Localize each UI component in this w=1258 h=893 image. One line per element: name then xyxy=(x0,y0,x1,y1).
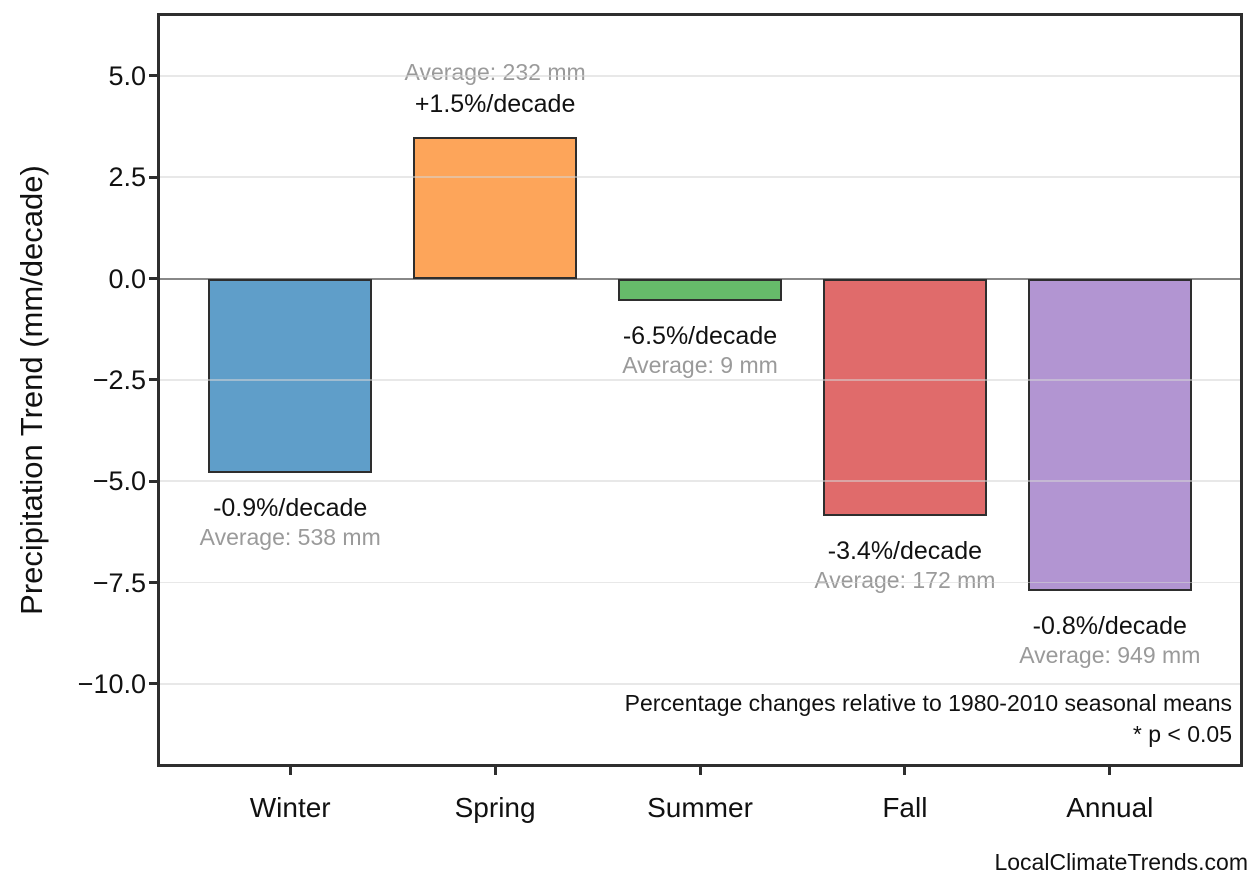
bar-avg-label-annual: Average: 949 mm xyxy=(1019,641,1201,668)
bar-avg-label-spring: Average: 232 mm xyxy=(404,58,586,85)
x-tick-label-spring: Spring xyxy=(454,792,536,823)
plot-area: -0.9%/decade Average: 538 mm +1.5%/decade A… xyxy=(78,13,1243,823)
bar-fall xyxy=(822,278,987,516)
y-tick-label: −5.0 xyxy=(92,466,146,497)
chart-annotation: Percentage changes relative to 1980-2010… xyxy=(625,688,1232,750)
x-tick-mark xyxy=(903,767,907,775)
y-tick-mark xyxy=(149,175,157,179)
bar-avg-label-winter: Average: 538 mm xyxy=(199,524,381,551)
x-tick-mark xyxy=(493,767,497,775)
gridline xyxy=(157,683,1243,685)
bar-pct-label-annual: -0.8%/decade xyxy=(1032,611,1187,640)
x-tick-label-winter: Winter xyxy=(249,792,331,823)
y-tick-label: −10.0 xyxy=(77,668,146,699)
x-tick-mark xyxy=(1108,767,1112,775)
bar-pct-label-winter: -0.9%/decade xyxy=(213,494,368,523)
x-tick-label-annual: Annual xyxy=(1066,792,1154,823)
bar-winter xyxy=(208,278,373,474)
gridline xyxy=(157,176,1243,178)
annotation-line-1: Percentage changes relative to 1980-2010… xyxy=(624,690,1232,716)
y-tick-label: 5.0 xyxy=(108,60,146,91)
gridline xyxy=(157,581,1243,584)
y-tick-label: −7.5 xyxy=(92,567,146,598)
bar-pct-label-fall: -3.4%/decade xyxy=(827,536,983,565)
y-tick-mark xyxy=(149,581,157,585)
y-tick-label: −2.5 xyxy=(92,364,146,395)
bar-pct-label-summer: -6.5%/decade xyxy=(622,321,778,350)
annotation-line-2: * p < 0.05 xyxy=(1132,721,1232,747)
bar-annual xyxy=(1027,278,1192,591)
y-tick-label: 2.5 xyxy=(108,162,146,193)
bar-pct-label-spring: +1.5%/decade xyxy=(414,89,576,118)
gridline xyxy=(157,379,1243,381)
bar-summer xyxy=(618,278,782,301)
bar-spring xyxy=(413,136,578,279)
bar-avg-label-fall: Average: 172 mm xyxy=(814,566,996,593)
gridline xyxy=(157,480,1243,482)
y-tick-mark xyxy=(149,682,157,686)
y-tick-label: 0.0 xyxy=(108,263,146,294)
watermark: LocalClimateTrends.com xyxy=(994,849,1248,875)
y-tick-mark xyxy=(149,74,157,78)
x-tick-label-fall: Fall xyxy=(882,792,928,823)
y-tick-mark xyxy=(149,378,157,382)
y-tick-mark xyxy=(149,479,157,483)
bar-avg-label-summer: Average: 9 mm xyxy=(622,351,778,378)
y-tick-mark xyxy=(149,277,157,281)
x-tick-label-summer: Summer xyxy=(647,792,753,823)
x-tick-mark xyxy=(698,767,702,775)
gridline xyxy=(157,75,1243,77)
x-tick-mark xyxy=(288,767,292,775)
